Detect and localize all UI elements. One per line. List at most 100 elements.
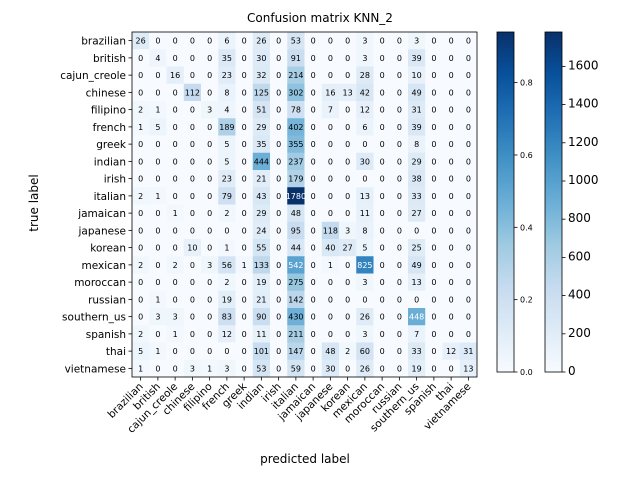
- cell-value-label: 189: [219, 123, 234, 132]
- cell-value-label: 0: [380, 88, 385, 97]
- cell-value-label: 0: [207, 157, 212, 166]
- heatmap-cell: [270, 290, 288, 309]
- heatmap-cell: [218, 239, 236, 257]
- cell-value-label: 0: [242, 313, 247, 322]
- cell-value-label: 0: [242, 37, 247, 46]
- cell-value-label: 0: [207, 88, 212, 97]
- heatmap-cell: [304, 239, 323, 257]
- cell-value-label: 0: [397, 71, 402, 80]
- heatmap-cell: [235, 221, 254, 240]
- cell-value-label: 0: [449, 192, 454, 201]
- cell-value-label: 11: [256, 330, 266, 339]
- cell-value-label: 0: [449, 54, 454, 63]
- cell-value-label: 0: [155, 364, 160, 373]
- cell-value-label: 12: [446, 347, 456, 356]
- heatmap-cell: [166, 101, 185, 119]
- cell-value-label: 0: [362, 295, 367, 304]
- y-tick-label: chinese: [86, 87, 126, 99]
- cell-value-label: 19: [412, 364, 422, 373]
- heatmap-cell: [166, 290, 185, 309]
- cell-value-label: 0: [190, 175, 195, 184]
- cell-value-label: 0: [449, 88, 454, 97]
- cell-value-label: 0: [276, 244, 281, 253]
- heatmap-cell: [373, 204, 392, 223]
- cell-value-label: 0: [414, 295, 419, 304]
- cell-value-label: 0: [449, 226, 454, 235]
- heatmap-cell: [252, 32, 271, 50]
- cell-value-label: 1: [155, 295, 160, 304]
- heatmap-cell: [390, 118, 409, 136]
- heatmap-cell: [218, 187, 236, 205]
- heatmap-cell: [132, 359, 150, 378]
- heatmap-cell: [132, 342, 150, 361]
- heatmap-cell: [201, 118, 219, 136]
- y-tick-label: french: [93, 122, 126, 134]
- heatmap-cell: [166, 342, 185, 361]
- heatmap-cell: [408, 239, 426, 257]
- heatmap-cell: [235, 359, 254, 378]
- cell-value-label: 40: [325, 244, 335, 253]
- cell-value-label: 0: [380, 295, 385, 304]
- heatmap-cell: [459, 204, 478, 223]
- cell-value-label: 27: [343, 244, 353, 253]
- cell-value-label: 0: [362, 175, 367, 184]
- cell-value-label: 211: [288, 330, 303, 339]
- cell-value-label: 0: [431, 123, 436, 132]
- colorbar-tick-label: 0.8: [520, 79, 533, 88]
- cell-value-label: 0: [173, 37, 178, 46]
- cell-value-label: 0: [138, 140, 143, 149]
- cell-value-label: 0: [397, 106, 402, 115]
- cell-value-label: 0: [328, 330, 333, 339]
- heatmap-cell: [373, 290, 392, 309]
- heatmap-cell: [218, 325, 236, 343]
- colorbar-tick-label: 1400: [568, 97, 599, 111]
- heatmap-cell: [183, 49, 202, 67]
- cell-value-label: 48: [291, 209, 301, 218]
- heatmap-cell: [304, 135, 323, 154]
- cell-value-label: 0: [397, 157, 402, 166]
- cell-value-label: 0: [276, 88, 281, 97]
- colorbar-counts: 0 200 400 600 800 1000 1200 1400 1600: [544, 31, 599, 378]
- cell-value-label: 0: [449, 157, 454, 166]
- cell-value-label: 0: [311, 140, 316, 149]
- heatmap-cell: [183, 239, 202, 257]
- heatmap-cell: [235, 204, 254, 223]
- cell-value-label: 0: [397, 37, 402, 46]
- cell-value-label: 0: [380, 226, 385, 235]
- cell-value-label: 79: [222, 192, 232, 201]
- heatmap-cell: [356, 273, 374, 292]
- cell-value-label: 0: [207, 175, 212, 184]
- y-tick-label: indian: [94, 156, 126, 168]
- heatmap-cell: [166, 118, 185, 136]
- heatmap-cell: [408, 290, 426, 309]
- heatmap-cell: [356, 239, 374, 257]
- heatmap-cell: [304, 83, 323, 102]
- heatmap-cell: [459, 170, 478, 188]
- colorbar-tick-label: 1200: [568, 135, 599, 149]
- cell-value-label: 0: [431, 88, 436, 97]
- cell-value-labels: 26 0 0 0 0 6 0 26 0 53 0 0 0 3 0 0 3 0 0 00 4 0 0 0 35 0 30 0 91 0 0 0 3…: [136, 37, 474, 374]
- heatmap-cell: [373, 256, 392, 274]
- heatmap-cell: [287, 152, 305, 171]
- heatmap-cell: [287, 135, 305, 154]
- cell-value-label: 13: [412, 278, 422, 287]
- heatmap-cell: [270, 308, 288, 326]
- heatmap-cell: [373, 135, 392, 154]
- cell-value-label: 214: [288, 71, 303, 80]
- heatmap-cell: [356, 325, 374, 343]
- heatmap-cell: [201, 290, 219, 309]
- heatmap-cell: [149, 187, 167, 205]
- heatmap-cell: [339, 273, 357, 292]
- heatmap-cell: [287, 256, 305, 274]
- cell-value-label: 0: [276, 278, 281, 287]
- y-tick-label: irish: [104, 174, 126, 186]
- heatmap-cell: [304, 325, 323, 343]
- heatmap-cell: [321, 359, 340, 378]
- cell-value-label: 0: [345, 140, 350, 149]
- heatmap-cell: [201, 83, 219, 102]
- cell-value-label: 0: [397, 330, 402, 339]
- heatmap-cell: [321, 325, 340, 343]
- heatmap-cell: [166, 152, 185, 171]
- heatmap-cell: [390, 308, 409, 326]
- heatmap-cell: [425, 101, 443, 119]
